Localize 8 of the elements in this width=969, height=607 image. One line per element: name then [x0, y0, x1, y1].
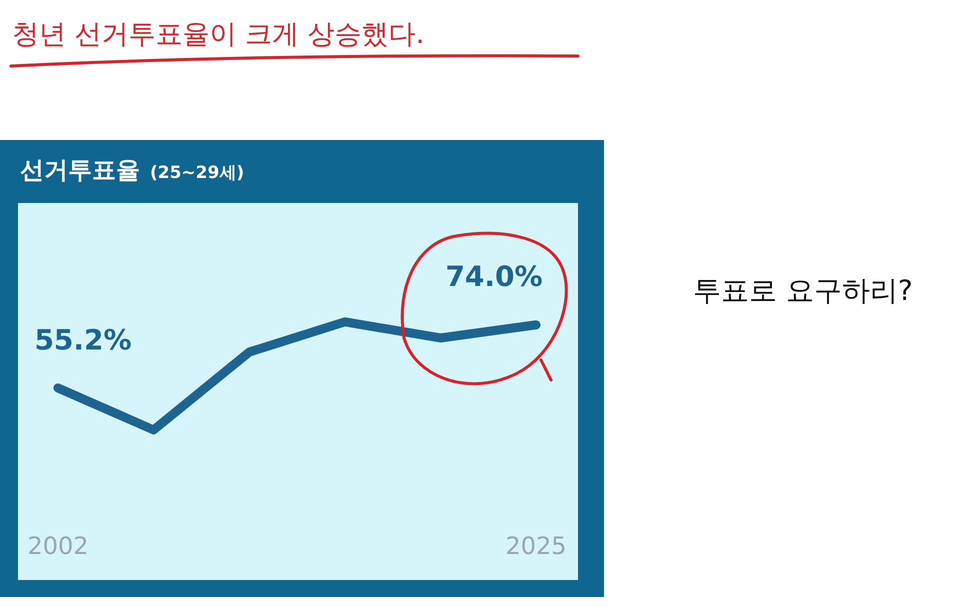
data-label: 55.2% — [34, 323, 132, 356]
text: 투표로 요구하리? — [693, 273, 913, 309]
chart-subtitle: (25~29세) — [150, 163, 244, 183]
x-tick-label: 2002 — [27, 532, 89, 560]
chart-title: 선거투표율 — [20, 156, 140, 184]
text: 청년 선거투표율이 크게 상승했다. — [12, 18, 424, 52]
x-tick-label: 2025 — [505, 532, 567, 560]
data-label: 74.0% — [445, 260, 543, 294]
